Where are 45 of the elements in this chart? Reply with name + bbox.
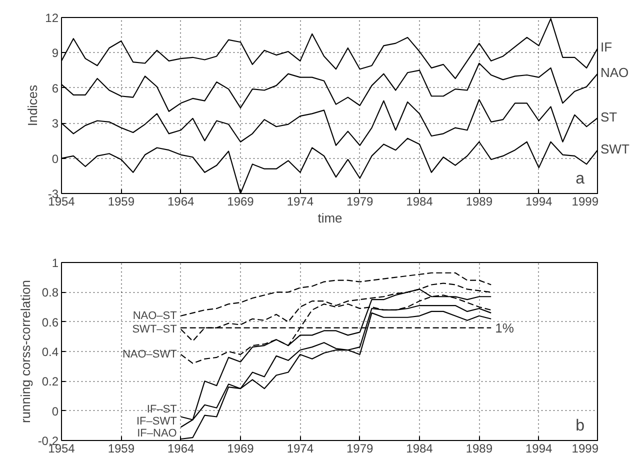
x-tick-label: 1994 [525,442,553,456]
x-tick-label: 1974 [286,442,314,456]
y-tick-label: 1 [52,256,59,270]
x-axis-title: time [318,210,342,226]
x-tick-label: 1994 [525,194,553,208]
legend-label: IF–NAO [137,428,178,440]
series-label: 1% [495,320,514,336]
series-label: NAO–ST [132,310,178,322]
x-tick-label: 1999 [572,442,599,456]
x-tick-label: 1969 [227,194,254,208]
y-tick-label: 0.4 [42,345,59,359]
annotation: a [576,170,585,188]
series-label: SWT–ST [132,323,178,336]
x-tick-label: 1959 [108,442,135,456]
y-tick-label: 0 [52,152,59,166]
annotation: b [576,418,585,434]
y-axis-title: running corss-correlation [18,280,33,424]
x-tick-label: 1979 [346,194,374,208]
y-tick-label: 0 [52,404,59,418]
series-label: NAO–SWT [122,348,178,360]
x-tick-label: 1974 [286,194,314,208]
y-tick-label: 6 [52,81,59,96]
x-tick-label: 1989 [466,442,493,456]
x-tick-label: 1984 [406,194,434,208]
y-tick-label: 3 [52,116,59,131]
y-tick-label: 0.8 [42,286,59,300]
x-tick-label: 1964 [167,442,195,456]
series-label: NAO [600,65,629,80]
x-tick-label: 1999 [572,194,599,208]
series-label: IF–SWT [136,416,178,428]
y-tick-label: 9 [52,46,59,60]
x-tick-label: 1959 [108,194,135,208]
x-tick-label: 1979 [346,442,374,456]
series-label: ST [600,110,618,125]
series-label: IF–ST [146,404,178,416]
y-tick-label: 0.6 [42,315,59,330]
series-label: SWT [600,141,630,156]
y-tick-label: 12 [45,11,59,25]
y-axis-title: Indices [25,84,40,126]
x-tick-label: 1969 [227,442,254,456]
x-tick-label: 1964 [167,194,195,208]
x-tick-label: 1989 [466,194,493,208]
x-tick-label: 1984 [406,442,434,456]
series-label: IF [600,39,612,54]
y-tick-label: 0.2 [42,374,59,389]
